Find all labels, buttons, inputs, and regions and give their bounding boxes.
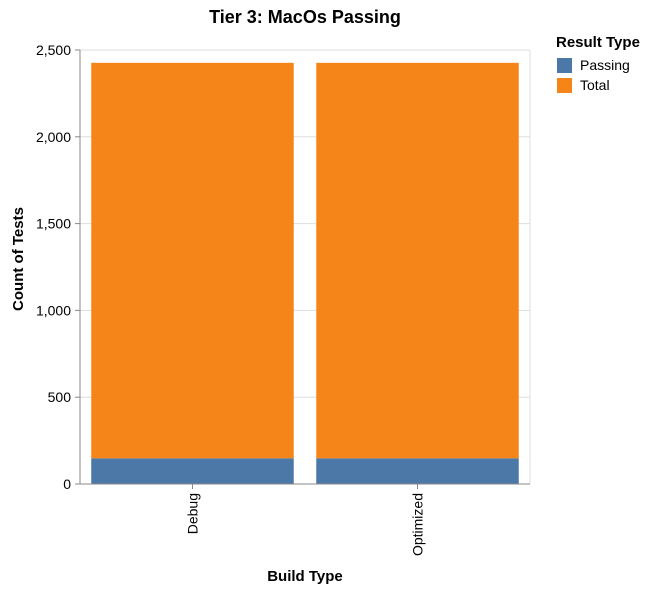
x-tick-label: Debug <box>185 493 201 534</box>
bar-total-debug <box>91 62 294 459</box>
legend-swatch-total <box>557 78 572 93</box>
x-axis-title: Build Type <box>267 568 343 585</box>
y-tick-label: 1,500 <box>36 216 71 232</box>
bar-passing-debug <box>91 458 294 484</box>
y-tick-label: 2,500 <box>36 42 71 58</box>
chart-title: Tier 3: MacOs Passing <box>209 7 401 27</box>
legend: Result Type Passing Total <box>556 34 640 93</box>
bar-passing-optimized <box>316 458 519 484</box>
legend-label-total: Total <box>580 77 610 93</box>
legend-swatch-passing <box>557 58 572 73</box>
x-tick-label: Optimized <box>410 493 426 556</box>
y-tick-label: 1,000 <box>36 302 71 318</box>
bar-total-optimized <box>316 62 519 459</box>
y-tick-label: 500 <box>48 389 72 405</box>
bars <box>91 62 519 484</box>
y-tick-label: 0 <box>63 476 71 492</box>
y-tick-label: 2,000 <box>36 129 71 145</box>
y-axis-title: Count of Tests <box>10 207 27 311</box>
axes: Debug Optimized 0 500 1,000 1,500 2,000 2,500 <box>36 42 530 556</box>
legend-label-passing: Passing <box>580 57 630 73</box>
legend-title: Result Type <box>556 34 640 51</box>
